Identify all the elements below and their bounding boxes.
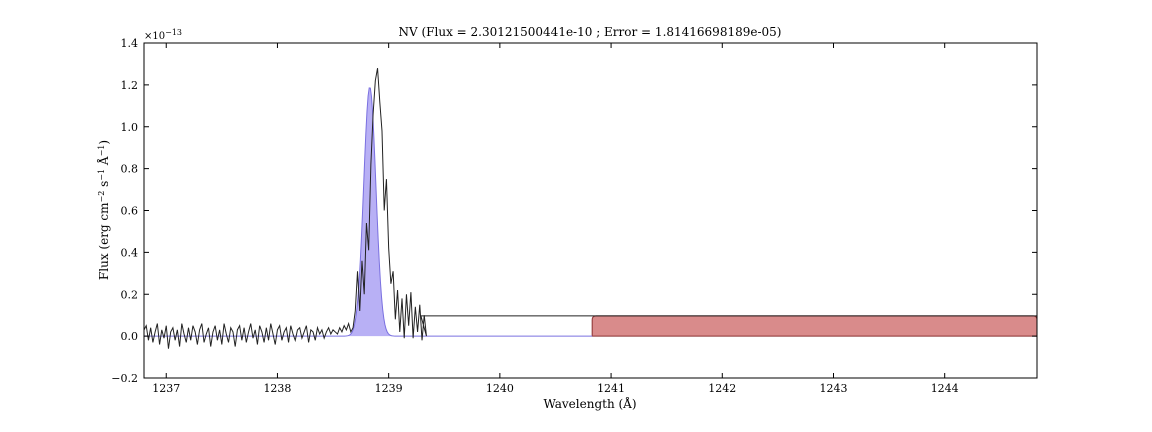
- x-tick-label: 1244: [931, 382, 959, 395]
- y-tick-label: 1.4: [121, 37, 139, 50]
- observed-spectrum-line: [144, 68, 1037, 349]
- x-tick-label: 1242: [708, 382, 736, 395]
- x-axis-label: Wavelength (Å): [543, 396, 636, 411]
- y-axis: −0.2 0.0 0.2 0.4 0.6 0.8 1.0 1.2 1.4: [111, 37, 1037, 385]
- y-tick-label: 0.8: [121, 163, 139, 176]
- x-tick-label: 1243: [819, 382, 847, 395]
- y-tick-label: 1.0: [121, 121, 139, 134]
- y-tick-label: 1.2: [121, 79, 139, 92]
- chart-title: NV (Flux = 2.30121500441e-10 ; Error = 1…: [399, 25, 782, 39]
- x-tick-label: 1241: [597, 382, 625, 395]
- gaussian-fit-fill: [144, 87, 593, 337]
- y-scale-exponent: ×10−13: [144, 28, 182, 42]
- x-axis: 1237 1238 1239 1240 1241 1242 1243 1244: [152, 43, 959, 395]
- x-tick-label: 1238: [263, 382, 291, 395]
- y-tick-label: 0.6: [121, 205, 139, 218]
- y-tick-label: 0.4: [121, 246, 139, 259]
- x-tick-label: 1240: [486, 382, 514, 395]
- y-tick-label: 0.2: [121, 288, 139, 301]
- y-tick-label: −0.2: [111, 372, 138, 385]
- x-tick-label: 1239: [375, 382, 403, 395]
- continuum-band: [591, 315, 1037, 337]
- y-axis-label: Flux (erg cm−2 s−1 Å−1): [96, 140, 111, 280]
- y-tick-label: 0.0: [121, 330, 139, 343]
- x-tick-label: 1237: [152, 382, 180, 395]
